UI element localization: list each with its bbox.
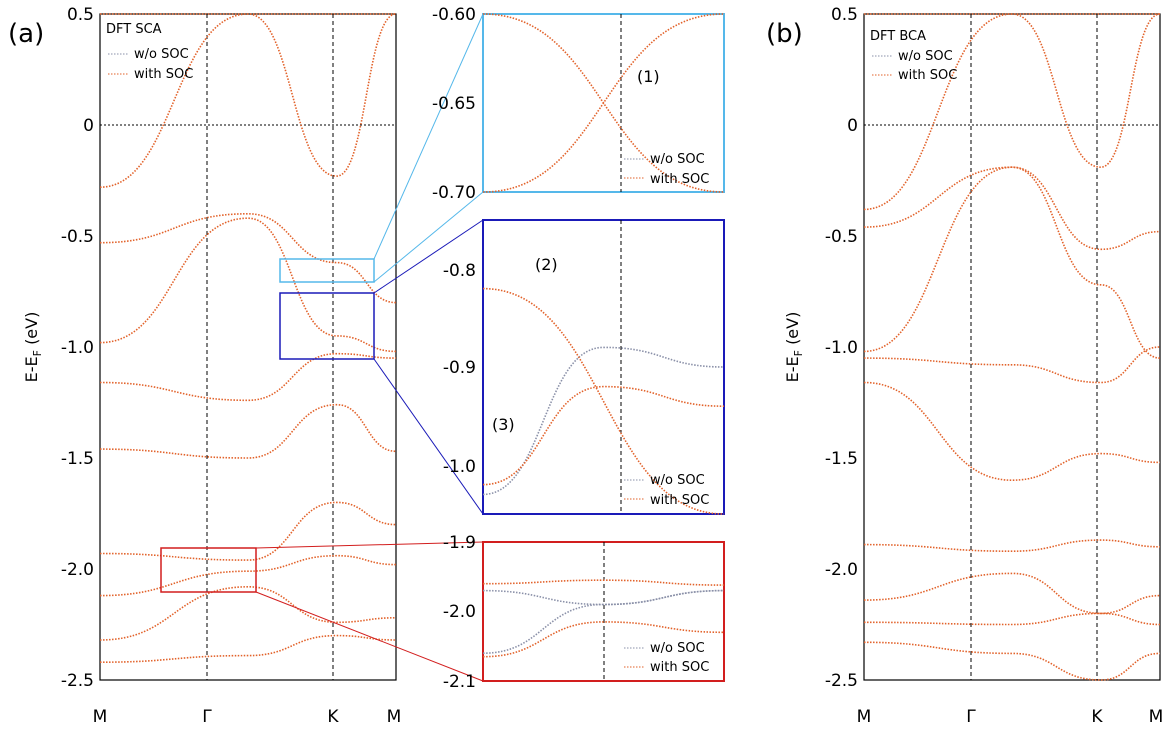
panel-b-ytick: 0.5 [831,5,858,25]
inset-1-ytick: -0.70 [432,183,476,203]
panel-b-bands [863,13,1161,681]
inset-1: -0.60 -0.65 -0.70 (1) w/o SOC with SOC [432,5,725,203]
panel-b: 0.5 0 -0.5 -1.0 -1.5 -2.0 -2.5 M Γ K M E… [783,5,1163,727]
panel-a-xtick: M [387,707,402,727]
band-line [99,585,397,641]
panel-b-xtick: M [1149,707,1164,727]
band-line [99,403,397,459]
inset-2-bands [482,287,725,515]
inset-1-bands [482,13,725,193]
band-line [482,287,725,515]
inset-3-legend-soc: with SOC [650,660,709,675]
band-line [99,217,397,353]
inset-3-ytick: -2.1 [443,672,476,692]
panel-a-ytick: -1.0 [61,338,94,358]
inset-3: -1.9 -2.0 -2.1 w/o SOC with SOC [443,533,725,692]
inset-1-ytick: -0.65 [432,94,476,114]
panel-a-ytick: 0.5 [67,5,94,25]
panel-a-label: (a) [8,19,44,49]
panel-a-frame [99,13,397,681]
inset-2-ytick: -0.8 [443,261,476,281]
band-line [99,554,397,597]
inset-2: -0.8 -0.9 -1.0 (2) (3) w/o SOC with SOC [443,219,725,515]
panel-a-title: DFT SCA [106,22,162,37]
band-line [863,612,1161,626]
panel-a-legend-soc: with SOC [134,67,193,82]
panel-b-frame [863,13,1161,681]
inset-3-bands [482,579,725,658]
band-line [99,212,397,304]
inset-2-annotation-2: (2) [535,255,558,274]
band-line [100,13,397,177]
band-line [482,579,725,586]
panel-b-xtick: Γ [966,707,976,727]
panel-a: 0.5 0 -0.5 -1.0 -1.5 -2.0 -2.5 M Γ K M E… [22,5,401,727]
connector-1-top [373,13,484,260]
panel-b-ytick: -0.5 [825,227,858,247]
band-line [863,572,1161,615]
band-line [863,166,1161,251]
band-line [863,539,1161,553]
inset-1-legend-soc: with SOC [650,172,709,187]
panel-b-label: (b) [766,19,803,49]
inset-2-ytick: -0.9 [443,358,476,378]
panel-b-ytick: 0 [847,116,858,136]
connector-3-top [255,541,484,549]
band-line [482,621,725,658]
panel-a-xtick: K [327,707,339,727]
band-line [99,501,397,561]
band-line [99,634,397,663]
inset-1-ytick: -0.60 [432,5,476,25]
inset-3-ytick: -1.9 [443,533,476,553]
panel-b-legend-nosoc: w/o SOC [898,49,953,64]
inset-3-ytick: -2.0 [443,602,476,622]
panel-b-ylabel: E-EF (eV) [783,312,805,383]
band-line [863,381,1161,482]
panel-b-title: DFT BCA [870,29,926,44]
panel-a-xtick: M [93,707,108,727]
panel-a-ylabel: E-EF (eV) [22,312,44,383]
panel-b-ytick: -1.5 [825,449,858,469]
band-line [864,13,1161,169]
highlight-box-3 [160,547,257,593]
panel-a-ytick: -1.5 [61,449,94,469]
panel-b-xtick: M [857,707,872,727]
panel-a-ytick: -2.5 [61,671,94,691]
highlight-box-2 [279,292,375,360]
panel-b-ytick: -1.0 [825,338,858,358]
panel-a-bands [99,13,397,663]
band-line [482,13,725,193]
panel-b-ytick: -2.5 [825,671,858,691]
connector-1-bottom [373,191,484,283]
panel-b-legend-soc: with SOC [898,68,957,83]
panel-b-xtick: K [1091,707,1103,727]
inset-1-legend-nosoc: w/o SOC [650,152,705,167]
inset-2-legend-nosoc: w/o SOC [650,473,705,488]
panel-a-ytick: 0 [83,116,94,136]
connector-2-bottom [373,358,484,515]
connector-3-bottom [255,591,484,682]
panel-a-xtick: Γ [202,707,212,727]
band-line [99,352,397,402]
band-line [863,166,1161,359]
inset-1-annotation: (1) [637,67,660,86]
band-line [99,13,396,188]
inset-2-ytick: -1.0 [443,457,476,477]
band-line [863,346,1161,384]
panel-a-legend-nosoc: w/o SOC [134,47,189,62]
band-line [863,641,1161,681]
inset-2-annotation-3: (3) [492,415,515,434]
inset-2-legend-soc: with SOC [650,493,709,508]
panel-a-ytick: -0.5 [61,227,94,247]
panel-a-ytick: -2.0 [61,560,94,580]
connector-2-top [373,219,484,294]
inset-3-legend-nosoc: w/o SOC [650,641,705,656]
panel-b-ytick: -2.0 [825,560,858,580]
band-line [482,589,725,654]
highlight-box-1 [279,258,375,283]
